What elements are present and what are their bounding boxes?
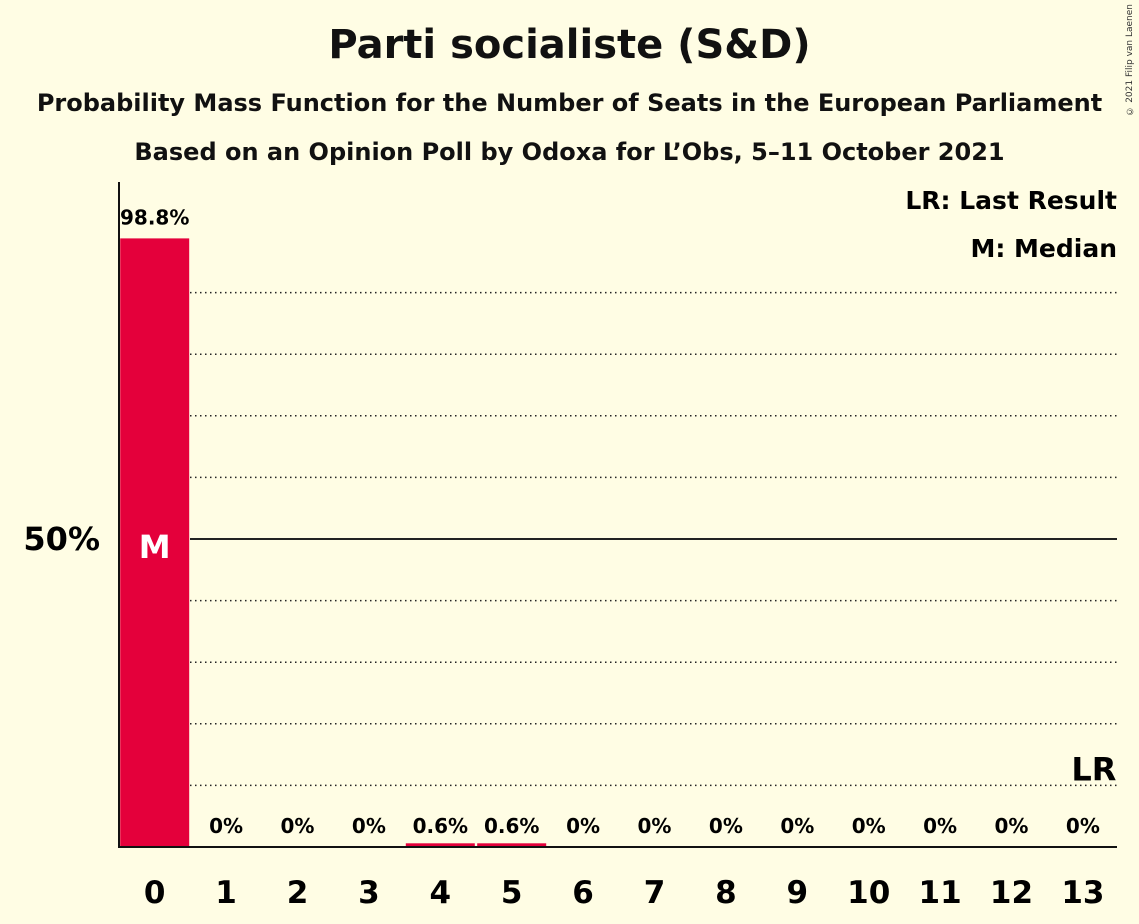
bar-value-label: 0.6%	[413, 814, 468, 838]
axes: 50%	[23, 182, 1117, 848]
bar-value-label: 0%	[852, 814, 886, 838]
bar-value-label: 0%	[995, 814, 1029, 838]
x-tick-label: 6	[572, 875, 594, 911]
y-tick-label: 50%	[23, 520, 100, 558]
chart-subtitle: Probability Mass Function for the Number…	[36, 89, 1103, 117]
x-tick-label: 1	[215, 875, 237, 911]
chart-title: Parti socialiste (S&D)	[328, 22, 811, 68]
x-tick-label: 8	[715, 875, 737, 911]
bar-value-label: 0%	[638, 814, 672, 838]
x-tick-label: 2	[287, 875, 309, 911]
bar-value-label: 0%	[923, 814, 957, 838]
bars	[120, 238, 547, 848]
x-tick-label: 12	[990, 875, 1033, 911]
median-marker: M	[139, 528, 171, 566]
legend-median: M: Median	[970, 234, 1117, 263]
bar	[405, 843, 475, 847]
bar	[477, 843, 547, 847]
bar-value-label: 0%	[352, 814, 386, 838]
x-tick-label: 7	[644, 875, 666, 911]
bar	[120, 238, 190, 848]
x-tick-label: 5	[501, 875, 523, 911]
x-tick-label: 9	[787, 875, 809, 911]
x-tick-label: 4	[430, 875, 452, 911]
bar-value-label: 0.6%	[484, 814, 539, 838]
x-tick-label: 0	[144, 875, 166, 911]
bar-value-label: 0%	[709, 814, 743, 838]
gridlines	[190, 291, 1117, 787]
x-tick-label: 13	[1061, 875, 1104, 911]
last-result-marker: LR	[1071, 750, 1116, 788]
bar-value-label: 0%	[780, 814, 814, 838]
bar-value-label: 0%	[566, 814, 600, 838]
bar-value-label: 0%	[209, 814, 243, 838]
x-tick-label: 10	[847, 875, 890, 911]
value-labels: 98.8% 0 M 0% 1 0% 2 0% 3 0.6% 4 0.6% 5 0% 6 0% 7 0% 8 0% 9 0%…	[120, 205, 1116, 911]
x-tick-label: 11	[919, 875, 962, 911]
legend-last-result: LR: Last Result	[905, 186, 1117, 215]
x-tick-label: 3	[358, 875, 380, 911]
bar-value-label: 98.8%	[120, 205, 189, 229]
chart-subtitle-source: Based on an Opinion Poll by Odoxa for L’…	[134, 138, 1005, 166]
bar-value-label: 0%	[1066, 814, 1100, 838]
bar-value-label: 0%	[281, 814, 315, 838]
